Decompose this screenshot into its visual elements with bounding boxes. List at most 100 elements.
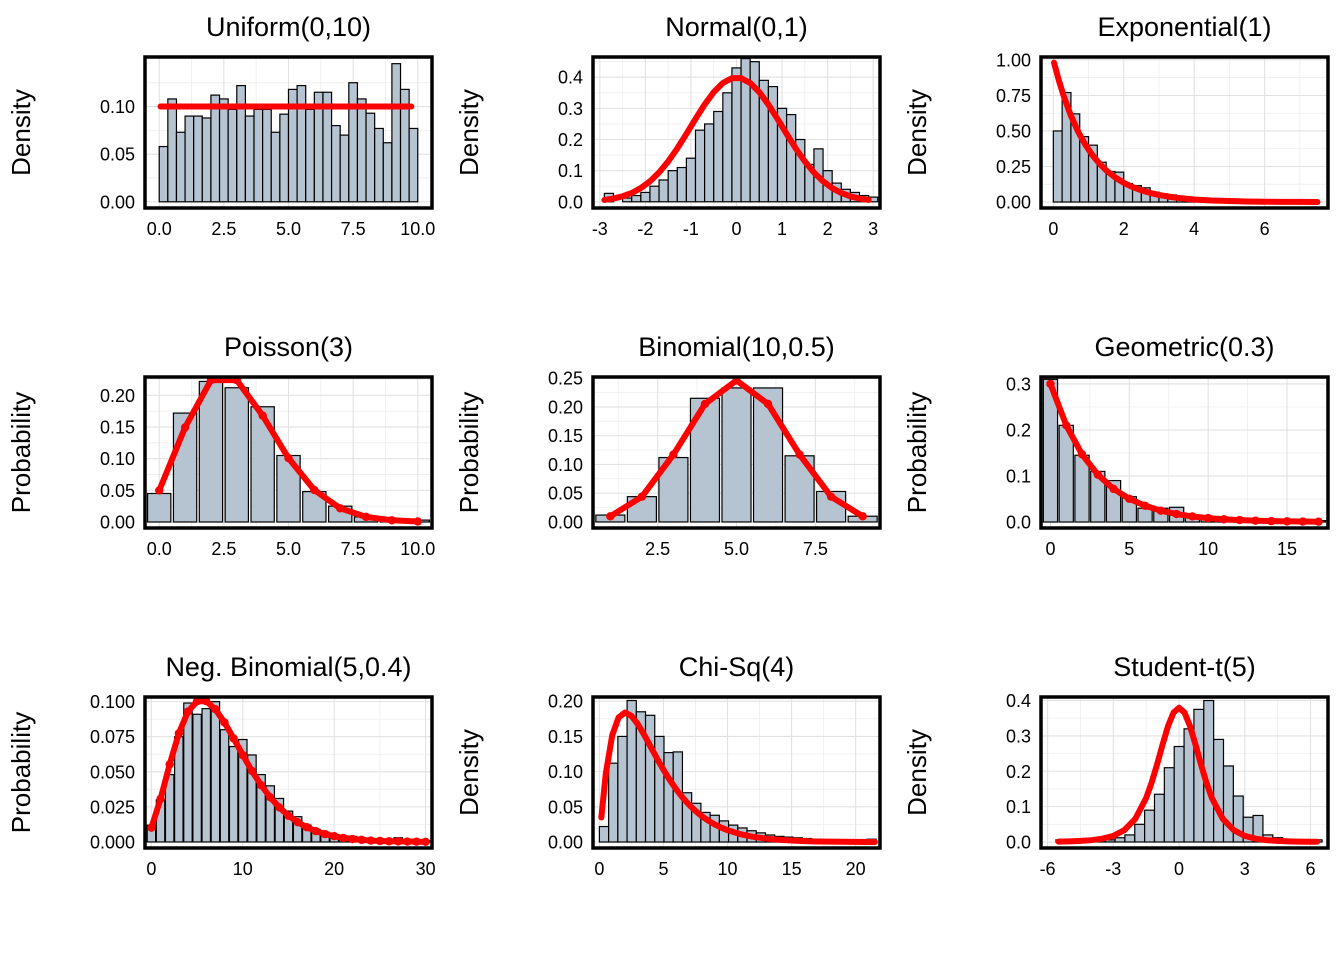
y-axis-label: Density xyxy=(902,89,932,176)
pmf-point xyxy=(1094,470,1102,478)
histogram-bar xyxy=(194,116,203,202)
histogram-bar xyxy=(199,381,222,522)
pmf-point xyxy=(321,830,329,838)
x-tick-label: 6 xyxy=(1260,219,1270,239)
histogram-bar xyxy=(297,86,306,202)
x-tick-label: 2.5 xyxy=(645,539,670,559)
histogram-bar xyxy=(220,99,229,202)
pmf-point xyxy=(147,823,155,831)
pmf-point xyxy=(284,454,292,462)
histogram-bar xyxy=(1164,768,1174,842)
y-axis-label: Probability xyxy=(454,392,484,513)
pmf-point xyxy=(211,705,219,713)
x-tick-label: 0 xyxy=(1174,859,1184,879)
y-axis-label: Probability xyxy=(902,392,932,513)
y-tick-label: 1.00 xyxy=(996,50,1031,70)
y-tick-label: 0.2 xyxy=(558,130,583,150)
histogram-bar xyxy=(357,99,366,202)
y-tick-label: 0.15 xyxy=(100,418,135,438)
pmf-point xyxy=(394,837,402,845)
pmf-point xyxy=(336,504,344,512)
pmf-point xyxy=(1204,514,1212,522)
histogram-bar xyxy=(787,115,796,202)
histogram-bar xyxy=(641,192,650,201)
x-tick-label: 3 xyxy=(868,219,878,239)
panel-title: Student-t(5) xyxy=(1113,652,1256,682)
histogram-bar xyxy=(723,93,732,202)
y-tick-label: 0.0 xyxy=(558,192,583,212)
pmf-point xyxy=(1078,450,1086,458)
y-tick-label: 0.00 xyxy=(100,512,135,532)
pmf-point xyxy=(1283,517,1291,525)
pmf-point xyxy=(156,795,164,803)
pmf-point xyxy=(312,827,320,835)
histogram-bar xyxy=(1214,739,1224,842)
y-tick-label: 0.25 xyxy=(548,369,583,389)
pmf-point xyxy=(357,836,365,844)
pmf-point xyxy=(257,781,265,789)
y-tick-label: 0.00 xyxy=(996,193,1031,213)
x-tick-label: 0 xyxy=(1048,219,1058,239)
x-tick-label: 20 xyxy=(846,859,866,879)
histogram-bar xyxy=(1115,838,1125,842)
y-tick-label: 0.10 xyxy=(100,97,135,117)
y-axis-label: Probability xyxy=(6,712,36,833)
y-tick-label: 0.1 xyxy=(1006,466,1031,486)
y-tick-label: 0.10 xyxy=(548,762,583,782)
pmf-point xyxy=(239,751,247,759)
histogram-bar xyxy=(176,132,185,202)
pmf-point xyxy=(385,837,393,845)
histogram-bar xyxy=(1174,747,1184,842)
y-axis-label: Density xyxy=(454,729,484,816)
histogram-bar xyxy=(366,113,375,202)
x-tick-label: 10 xyxy=(1198,539,1218,559)
x-tick-label: 7.5 xyxy=(341,539,366,559)
y-tick-label: 0.20 xyxy=(100,386,135,406)
y-tick-label: 0.000 xyxy=(90,832,135,852)
histogram-bar xyxy=(722,388,751,522)
pmf-point xyxy=(638,493,646,501)
histogram-bar xyxy=(271,132,280,202)
y-tick-label: 0.05 xyxy=(100,145,135,165)
panel-title: Uniform(0,10) xyxy=(206,12,371,42)
pmf-point xyxy=(414,517,422,525)
x-tick-label: 5.0 xyxy=(276,219,301,239)
pmf-point xyxy=(175,729,183,737)
pmf-point xyxy=(1299,517,1307,525)
x-tick-label: 0 xyxy=(1045,539,1055,559)
x-tick-label: 30 xyxy=(416,859,436,879)
y-tick-label: 0.20 xyxy=(548,397,583,417)
histogram-bar xyxy=(383,143,392,202)
x-tick-label: 0 xyxy=(146,859,156,879)
histogram-bar xyxy=(185,116,194,202)
pmf-point xyxy=(220,718,228,726)
histogram-bar xyxy=(668,171,677,202)
y-axis-label: Density xyxy=(454,89,484,176)
histogram-bar xyxy=(686,158,695,202)
histogram-bar xyxy=(609,763,618,842)
pmf-point xyxy=(606,512,614,520)
y-tick-label: 0.75 xyxy=(996,86,1031,106)
pmf-point xyxy=(310,486,318,494)
x-tick-label: 10 xyxy=(718,859,738,879)
x-tick-label: 7.5 xyxy=(803,539,828,559)
x-tick-label: 0.0 xyxy=(147,219,172,239)
pmf-point xyxy=(155,486,163,494)
pmf-point xyxy=(1157,506,1165,514)
histogram-bar xyxy=(263,109,272,201)
x-tick-label: 15 xyxy=(782,859,802,879)
x-tick-label: 5 xyxy=(658,859,668,879)
y-tick-label: 0.20 xyxy=(548,692,583,712)
pmf-point xyxy=(293,818,301,826)
pmf-point xyxy=(1062,421,1070,429)
histogram-bar xyxy=(1145,810,1155,842)
pmf-point xyxy=(764,400,772,408)
y-tick-label: 0.00 xyxy=(100,192,135,212)
histogram-bar xyxy=(650,186,659,202)
pmf-point xyxy=(330,832,338,840)
histogram-bar xyxy=(1125,835,1135,842)
panel-title: Neg. Binomial(5,0.4) xyxy=(165,652,411,682)
